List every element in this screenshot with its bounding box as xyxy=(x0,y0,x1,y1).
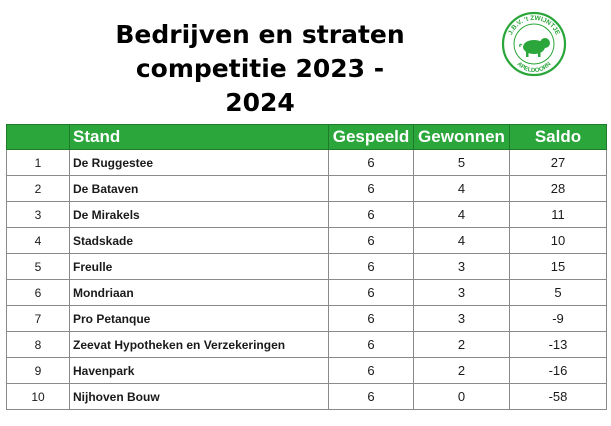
page-title: Bedrijven en straten competitie 2023 - 2… xyxy=(100,18,420,120)
saldo-cell: 11 xyxy=(509,201,607,228)
table-row: 5 Freulle 6 3 15 xyxy=(6,253,607,280)
rank-cell: 5 xyxy=(6,253,70,280)
standings-table: Stand Gespeeld Gewonnen Saldo 1 De Rugge… xyxy=(6,124,607,410)
won-cell: 3 xyxy=(413,253,510,280)
played-cell: 6 xyxy=(328,383,414,410)
won-cell: 2 xyxy=(413,331,510,358)
rank-cell: 7 xyxy=(6,305,70,332)
played-cell: 6 xyxy=(328,227,414,254)
pig-icon xyxy=(519,38,550,57)
rank-cell: 9 xyxy=(6,357,70,384)
rank-cell: 6 xyxy=(6,279,70,306)
rank-cell: 4 xyxy=(6,227,70,254)
won-cell: 3 xyxy=(413,279,510,306)
saldo-cell: -58 xyxy=(509,383,607,410)
table-row: 1 De Ruggestee 6 5 27 xyxy=(6,149,607,176)
won-cell: 4 xyxy=(413,227,510,254)
table-row: 4 Stadskade 6 4 10 xyxy=(6,227,607,254)
saldo-cell: 27 xyxy=(509,149,607,176)
won-cell: 5 xyxy=(413,149,510,176)
rank-cell: 10 xyxy=(6,383,70,410)
team-cell: Zeevat Hypotheken en Verzekeringen xyxy=(69,331,329,358)
table-row: 7 Pro Petanque 6 3 -9 xyxy=(6,305,607,332)
saldo-cell: 15 xyxy=(509,253,607,280)
table-row: 2 De Bataven 6 4 28 xyxy=(6,175,607,202)
column-header-gespeeld: Gespeeld xyxy=(328,124,414,150)
column-header-gewonnen: Gewonnen xyxy=(413,124,510,150)
saldo-cell: -9 xyxy=(509,305,607,332)
team-cell: De Ruggestee xyxy=(69,149,329,176)
played-cell: 6 xyxy=(328,201,414,228)
played-cell: 6 xyxy=(328,331,414,358)
saldo-cell: 28 xyxy=(509,175,607,202)
rank-cell: 3 xyxy=(6,201,70,228)
team-cell: Mondriaan xyxy=(69,279,329,306)
saldo-cell: 10 xyxy=(509,227,607,254)
played-cell: 6 xyxy=(328,253,414,280)
table-header-row: Stand Gespeeld Gewonnen Saldo xyxy=(6,124,607,150)
saldo-cell: -16 xyxy=(509,357,607,384)
column-header-stand: Stand xyxy=(69,124,329,150)
team-cell: Nijhoven Bouw xyxy=(69,383,329,410)
table-row: 10 Nijhoven Bouw 6 0 -58 xyxy=(6,383,607,410)
won-cell: 4 xyxy=(413,201,510,228)
table-row: 6 Mondriaan 6 3 5 xyxy=(6,279,607,306)
title-line-2: competitie 2023 - 2024 xyxy=(135,54,385,117)
played-cell: 6 xyxy=(328,175,414,202)
saldo-cell: 5 xyxy=(509,279,607,306)
team-cell: De Mirakels xyxy=(69,201,329,228)
team-cell: Havenpark xyxy=(69,357,329,384)
rank-cell: 8 xyxy=(6,331,70,358)
column-header-saldo: Saldo xyxy=(509,124,607,150)
rank-cell: 1 xyxy=(6,149,70,176)
team-cell: Pro Petanque xyxy=(69,305,329,332)
table-row: 9 Havenpark 6 2 -16 xyxy=(6,357,607,384)
won-cell: 4 xyxy=(413,175,510,202)
team-cell: De Bataven xyxy=(69,175,329,202)
table-row: 3 De Mirakels 6 4 11 xyxy=(6,201,607,228)
played-cell: 6 xyxy=(328,305,414,332)
table-row: 8 Zeevat Hypotheken en Verzekeringen 6 2… xyxy=(6,331,607,358)
column-header-rank xyxy=(6,124,70,150)
played-cell: 6 xyxy=(328,357,414,384)
played-cell: 6 xyxy=(328,279,414,306)
rank-cell: 2 xyxy=(6,175,70,202)
won-cell: 3 xyxy=(413,305,510,332)
team-cell: Stadskade xyxy=(69,227,329,254)
saldo-cell: -13 xyxy=(509,331,607,358)
won-cell: 0 xyxy=(413,383,510,410)
club-logo: J.B.V. 't ZWIJNTJE APELDOORN xyxy=(501,11,567,77)
title-line-1: Bedrijven en straten xyxy=(115,20,405,49)
played-cell: 6 xyxy=(328,149,414,176)
won-cell: 2 xyxy=(413,357,510,384)
team-cell: Freulle xyxy=(69,253,329,280)
